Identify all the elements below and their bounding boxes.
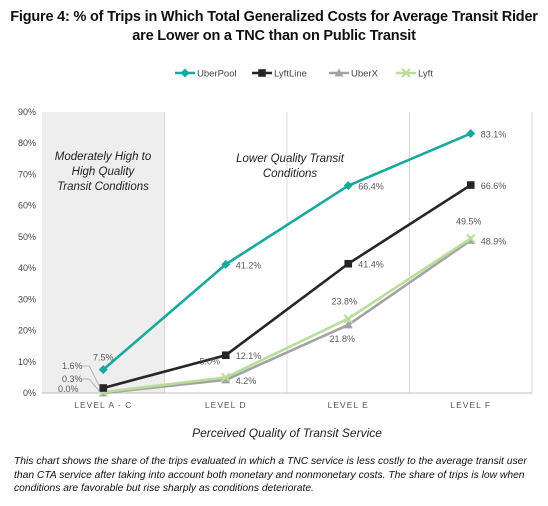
data-point-uberx xyxy=(343,320,353,329)
data-point-uberx xyxy=(221,375,231,384)
legend-label: UberX xyxy=(351,69,379,80)
data-point-lyftline xyxy=(221,351,230,360)
data-point-lyft xyxy=(466,233,476,244)
annotation-text: Moderately High to xyxy=(55,151,152,163)
data-point-uberpool xyxy=(466,129,476,139)
figure-title-line-1: Figure 4: % of Trips in Which Total Gene… xyxy=(0,8,548,27)
data-point-uberpool xyxy=(98,365,108,375)
series-markers xyxy=(98,129,476,397)
annotation-text: High Quality xyxy=(72,166,136,178)
legend-label: Lyft xyxy=(418,69,433,80)
data-label: 66.4% xyxy=(358,182,384,192)
data-point-lyftline xyxy=(344,259,353,268)
shaded-region xyxy=(42,112,165,393)
data-label: 7.5% xyxy=(93,353,114,363)
legend-marker-stroke xyxy=(401,68,411,78)
x-tick-label: LEVEL D xyxy=(205,400,247,410)
data-label: 5.0% xyxy=(199,356,220,366)
legend-marker xyxy=(401,68,411,78)
y-tick-label: 40% xyxy=(18,263,36,273)
legend-label: UberPool xyxy=(197,69,237,80)
annotations: Moderately High to High Quality Transit Co… xyxy=(55,151,345,193)
annotation-text: Lower Quality Transit xyxy=(236,153,345,165)
x-axis-title: Perceived Quality of Transit Service xyxy=(192,426,382,440)
series-lines xyxy=(102,132,472,395)
data-label: 49.5% xyxy=(456,216,482,226)
y-tick-label: 90% xyxy=(18,107,36,117)
data-label: 4.2% xyxy=(236,376,257,386)
legend-marker xyxy=(180,68,190,78)
y-tick-label: 0% xyxy=(23,388,36,398)
data-labels: 7.5% 41.2% 66.4% 83.1% 1.6% 12.1% 41.4% 66.6% 0.… xyxy=(58,130,506,394)
data-label: 41.4% xyxy=(358,260,384,270)
data-label: 41.2% xyxy=(236,260,262,270)
series-line-lyft xyxy=(103,237,472,394)
data-point-lyft-stroke xyxy=(221,372,231,383)
leader-line xyxy=(82,378,100,392)
y-tick-label: 10% xyxy=(18,357,36,367)
x-tick-label: LEVEL F xyxy=(450,400,491,410)
data-label: 12.1% xyxy=(236,351,262,361)
data-point-lyft-stroke xyxy=(466,233,476,244)
legend-marker xyxy=(258,69,266,77)
y-tick-label: 30% xyxy=(18,294,36,304)
figure-caption: This chart shows the share of the trips … xyxy=(14,456,527,495)
data-point-lyft xyxy=(343,313,353,324)
data-point-uberpool xyxy=(343,181,353,191)
legend: UberPool LyftLine UberX Lyft xyxy=(175,68,433,80)
line-chart: 0% 10% 20% 30% 40% 50% 60% 70% 80% 90% LEVEL A - … xyxy=(18,68,533,440)
figure-title-line-2: are Lower on a TNC than on Public Transi… xyxy=(132,28,416,44)
series-line-uberpool xyxy=(102,132,472,371)
vertical-gridlines xyxy=(164,112,533,393)
data-label: 21.8% xyxy=(329,334,355,344)
y-tick-label: 80% xyxy=(18,138,36,148)
label-leader-lines xyxy=(82,365,100,392)
data-label: 48.9% xyxy=(481,236,507,246)
data-label: 23.8% xyxy=(331,297,357,307)
leader-line xyxy=(82,365,100,387)
data-label: 83.1% xyxy=(481,130,507,140)
data-point-lyft xyxy=(221,372,231,383)
y-tick-label: 70% xyxy=(18,169,36,179)
data-label: 1.6% xyxy=(62,361,83,371)
data-label: 66.6% xyxy=(481,181,507,191)
legend-marker xyxy=(334,68,344,77)
figure-label: Figure 4: xyxy=(10,9,70,25)
x-tick-label: LEVEL A - C xyxy=(74,400,132,410)
data-label: 0.3% xyxy=(62,374,83,384)
data-point-lyft-stroke xyxy=(343,313,353,324)
data-label: 0.0% xyxy=(58,384,79,394)
annotation-text: Transit Conditions xyxy=(57,181,149,193)
data-point-lyftline xyxy=(466,181,475,189)
figure-title: Figure 4: % of Trips in Which Total Gene… xyxy=(0,8,548,46)
y-tick-label: 20% xyxy=(18,326,36,336)
y-tick-label: 50% xyxy=(18,232,36,242)
x-axis-tick-labels: LEVEL A - C LEVEL D LEVEL E LEVEL F xyxy=(74,400,491,410)
y-axis-tick-labels: 0% 10% 20% 30% 40% 50% 60% 70% 80% 90% xyxy=(18,107,36,398)
x-tick-label: LEVEL E xyxy=(328,400,369,410)
y-tick-label: 60% xyxy=(18,201,36,211)
figure-title-text-1: % of Trips in Which Total Generalized Co… xyxy=(73,9,538,25)
series-line-lyftline xyxy=(102,183,472,390)
data-point-uberpool xyxy=(221,259,231,269)
data-point-lyftline xyxy=(99,384,108,392)
legend-label: LyftLine xyxy=(274,69,307,80)
series-line-uberx xyxy=(103,239,472,395)
annotation-text: Conditions xyxy=(263,168,318,180)
